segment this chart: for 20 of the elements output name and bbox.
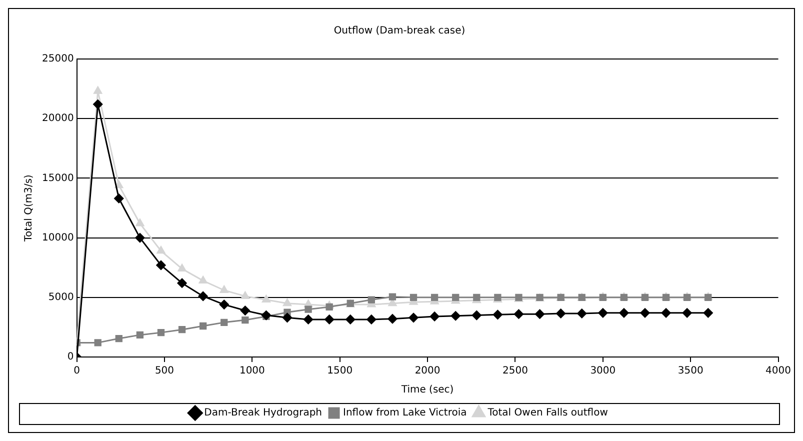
x-tick-label: 4000 xyxy=(766,366,791,377)
y-axis-title: Total Q(m3/s) xyxy=(24,174,35,242)
y-tick-label: 20000 xyxy=(42,113,74,124)
y-tick-label: 0 xyxy=(67,352,74,363)
y-tick-label: 15000 xyxy=(42,172,74,184)
chart-title: Outflow (Dam-break case) xyxy=(334,26,466,37)
x-tick-label: 2500 xyxy=(502,366,528,377)
y-tick-label: 10000 xyxy=(42,232,74,244)
x-axis-title: Time (sec) xyxy=(400,384,454,396)
legend-label: Inflow from Lake Victroia xyxy=(343,408,467,419)
x-tick-label: 500 xyxy=(154,366,174,377)
legend-label: Total Owen Falls outflow xyxy=(486,408,608,419)
x-tick-label: 1000 xyxy=(239,366,265,377)
x-tick-label: 3000 xyxy=(590,366,616,377)
y-tick-label: 25000 xyxy=(42,54,74,65)
x-tick-label: 1500 xyxy=(327,366,353,377)
x-tick-label: 2000 xyxy=(414,366,440,377)
y-tick-label: 5000 xyxy=(48,292,74,303)
x-tick-label: 3500 xyxy=(678,366,704,377)
legend-label: Dam-Break Hydrograph xyxy=(204,408,322,419)
